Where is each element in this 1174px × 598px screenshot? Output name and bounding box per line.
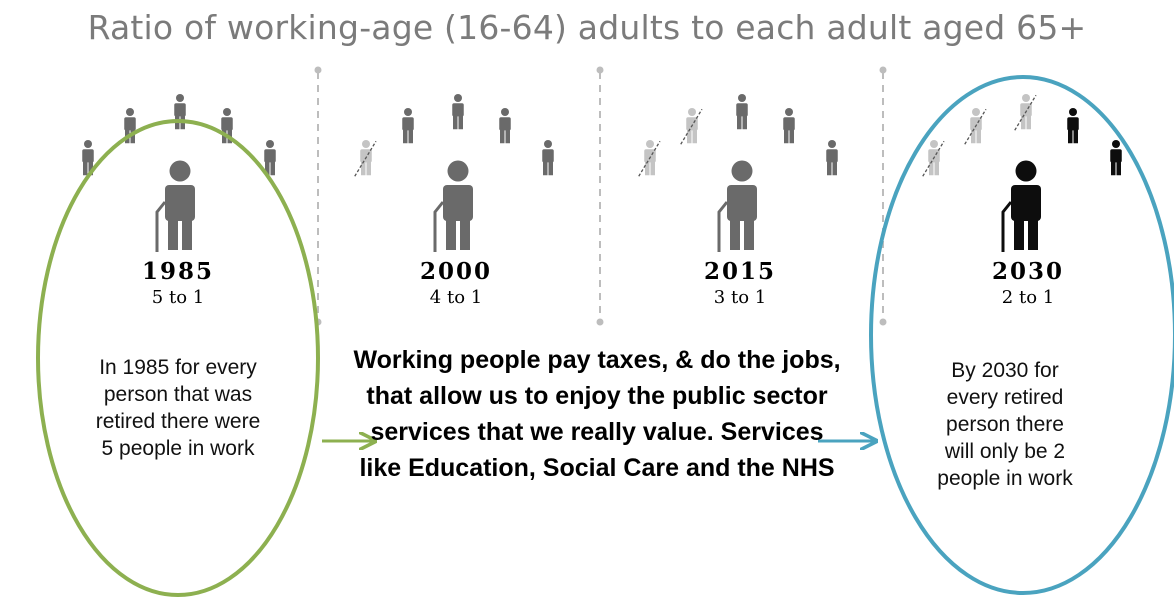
faded-worker-icon	[964, 108, 987, 145]
ratio-label: 3 to 1	[713, 287, 767, 308]
worker-icon	[452, 94, 464, 130]
year-label: 2030	[991, 258, 1064, 285]
panel-2015-label: 2015 3 to 1	[630, 258, 850, 308]
green-ellipse	[36, 119, 320, 597]
ratio-label: 2 to 1	[1001, 287, 1055, 308]
right-note: By 2030 for every retired person there w…	[937, 359, 1073, 490]
chart-title: Ratio of working-age (16-64) adults to e…	[87, 8, 1087, 47]
panel-1985-label: 1985 5 to 1	[68, 258, 288, 308]
panel-1985-figures	[82, 94, 276, 252]
faded-worker-icon	[680, 108, 703, 145]
worker-icon	[82, 140, 94, 176]
retired-person-icon	[1001, 160, 1041, 252]
panel-2015-figures	[638, 94, 838, 252]
ratio-label: 5 to 1	[151, 287, 205, 308]
panel-2030-label: 2030 2 to 1	[918, 258, 1138, 308]
blue-ellipse	[869, 75, 1174, 595]
year-label: 2000	[419, 258, 492, 285]
faded-worker-icon	[922, 140, 945, 177]
worker-icon	[1110, 140, 1122, 176]
panel-2000-figures	[354, 94, 554, 252]
faded-worker-icon	[638, 140, 661, 177]
retired-person-icon	[433, 160, 473, 252]
worker-icon	[783, 108, 795, 144]
retired-person-icon	[155, 160, 195, 252]
divider-line	[879, 66, 887, 326]
worker-icon	[402, 108, 414, 144]
year-label: 1985	[141, 258, 214, 285]
worker-icon	[264, 140, 276, 176]
panel-2000-label: 2000 4 to 1	[346, 258, 566, 308]
year-label: 2015	[703, 258, 776, 285]
worker-icon	[542, 140, 554, 176]
ratio-label: 4 to 1	[429, 287, 483, 308]
faded-worker-icon	[1014, 94, 1037, 131]
divider-line	[314, 66, 322, 326]
worker-icon	[1067, 108, 1079, 144]
panel-2030-figures	[922, 94, 1122, 252]
faded-worker-icon	[354, 140, 377, 177]
retired-person-icon	[717, 160, 757, 252]
worker-icon	[826, 140, 838, 176]
divider-line	[596, 66, 604, 326]
left-note: In 1985 for every person that was retire…	[95, 356, 261, 460]
worker-icon	[736, 94, 748, 130]
center-note: Working people pay taxes, & do the jobs,…	[353, 346, 841, 482]
worker-icon	[499, 108, 511, 144]
worker-icon	[174, 94, 186, 130]
